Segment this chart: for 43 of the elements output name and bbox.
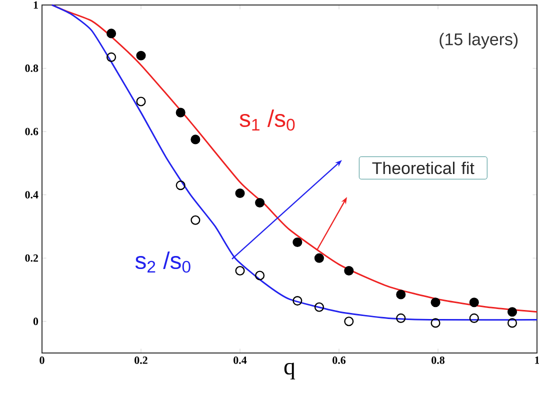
- x-tick-label: 0: [40, 356, 44, 364]
- annotation: (15 layers): [440, 32, 518, 49]
- point: [136, 96, 146, 106]
- point: [235, 188, 245, 198]
- point: [507, 318, 518, 328]
- point: [344, 316, 354, 326]
- x-axis-title: q: [284, 362, 296, 380]
- point: [106, 52, 116, 62]
- point: [469, 298, 479, 308]
- point: [106, 28, 116, 38]
- point: [255, 270, 265, 280]
- point: [235, 266, 245, 276]
- x-tick-label: 0.4: [234, 356, 247, 364]
- point: [396, 313, 406, 323]
- point: [469, 313, 479, 323]
- series-label: s$_{2}$ /s$_{0}$: [135, 251, 190, 273]
- point: [136, 50, 146, 60]
- point: [190, 134, 200, 144]
- point: [507, 307, 518, 317]
- point: [314, 302, 324, 312]
- point: [292, 237, 302, 248]
- point: [314, 253, 324, 263]
- annotation: Theoretical fit: [372, 162, 474, 174]
- point: [292, 296, 302, 306]
- point: [396, 290, 406, 300]
- point: [430, 298, 440, 308]
- y-tick-label: 0.6: [25, 128, 38, 136]
- x-tick-label: 0.2: [134, 356, 148, 364]
- x-tick-label: 0.8: [432, 356, 444, 364]
- point: [255, 198, 265, 208]
- point: [344, 266, 354, 276]
- series-label: s$_{1}$ /s$_{0}$: [240, 109, 295, 131]
- point: [430, 318, 440, 328]
- x-tick-label: 0.6: [332, 356, 346, 364]
- y-tick-label: 0.4: [25, 191, 38, 199]
- y-tick-label: 0: [33, 318, 38, 326]
- y-tick-label: 1: [34, 1, 38, 9]
- y-tick-label: 0.8: [25, 64, 38, 72]
- x-tick-label: 1: [535, 356, 539, 364]
- point: [176, 180, 186, 190]
- point: [190, 215, 200, 225]
- y-tick-label: 0.2: [25, 254, 38, 262]
- point: [176, 108, 186, 118]
